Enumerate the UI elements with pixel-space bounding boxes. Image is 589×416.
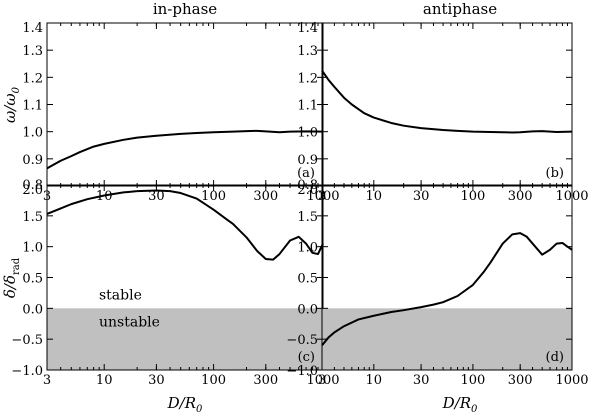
axis-label-text: D/R0 bbox=[167, 394, 203, 415]
x-tick-label: 300 bbox=[253, 189, 278, 204]
x-tick-label: 300 bbox=[508, 189, 533, 204]
y-tick-label: 1.2 bbox=[297, 71, 318, 86]
y-tick-label: −1.0 bbox=[286, 364, 318, 379]
plot-frame bbox=[46, 22, 324, 187]
y-axis-label-delta: δ/δrad bbox=[1, 257, 22, 298]
y-tick-label: 1.5 bbox=[297, 210, 318, 225]
y-tick-label: 2.0 bbox=[22, 183, 43, 198]
x-axis-label-right: D/R0 bbox=[442, 394, 478, 415]
x-tick-label: 30 bbox=[413, 189, 430, 204]
y-tick-label: 0.0 bbox=[22, 302, 43, 317]
y-tick-label: 0.5 bbox=[297, 272, 318, 287]
series-line bbox=[46, 129, 324, 170]
unstable-shaded-region bbox=[47, 308, 323, 370]
y-tick-label: 0.5 bbox=[22, 272, 43, 287]
y-tick-label: 1.0 bbox=[22, 126, 43, 141]
y-tick-label: −0.5 bbox=[11, 333, 43, 348]
x-tick-label: 10 bbox=[366, 373, 383, 388]
panel-c: 3 10 30 100 300 1000−1.0−0.50.00.51.01.52.0(c… bbox=[11, 183, 339, 388]
plot-frame bbox=[321, 22, 573, 187]
y-tick-label: 1.0 bbox=[22, 241, 43, 256]
x-tick-label: 100 bbox=[201, 373, 226, 388]
panel-label: (c) bbox=[298, 350, 315, 365]
series-line bbox=[321, 232, 573, 346]
series-line bbox=[321, 69, 573, 134]
y-tick-label: −0.5 bbox=[286, 333, 318, 348]
y-tick-label: 1.4 bbox=[297, 21, 318, 36]
panel-d: 3 10 30 100 300 1000−1.0−0.50.00.51.01.52.0(d… bbox=[286, 183, 588, 388]
x-tick-label: 30 bbox=[413, 373, 430, 388]
x-tick-label: 30 bbox=[148, 189, 165, 204]
axis-label-text: ω/ω0 bbox=[1, 86, 22, 123]
panel-label: (a) bbox=[297, 166, 315, 181]
y-tick-label: 1.1 bbox=[297, 99, 318, 114]
column-title-in-phase: in-phase bbox=[153, 0, 217, 18]
y-tick-label: 0.8 bbox=[22, 178, 43, 193]
x-tick-label: 10 bbox=[366, 189, 383, 204]
x-tick-label: 1000 bbox=[555, 373, 588, 388]
x-tick-label: 100 bbox=[460, 189, 485, 204]
y-tick-label: 1.3 bbox=[297, 44, 318, 59]
y-axis-label-omega: ω/ω0 bbox=[1, 86, 22, 123]
y-tick-label: −1.0 bbox=[11, 364, 43, 379]
y-tick-label: 1.0 bbox=[297, 241, 318, 256]
unstable-shaded-region bbox=[322, 308, 572, 370]
series-line bbox=[46, 189, 324, 261]
x-tick-label: 3 bbox=[318, 373, 326, 388]
x-axis-label-left: D/R0 bbox=[167, 394, 203, 415]
y-tick-label: 1.5 bbox=[22, 210, 43, 225]
x-tick-label: 3 bbox=[43, 373, 51, 388]
axis-label-text: D/R0 bbox=[442, 394, 478, 415]
y-tick-label: 1.0 bbox=[297, 126, 318, 141]
y-tick-label: 2.0 bbox=[297, 183, 318, 198]
x-tick-label: 300 bbox=[508, 373, 533, 388]
y-tick-label: 1.1 bbox=[22, 99, 43, 114]
panel-label: (d) bbox=[546, 350, 564, 365]
y-tick-label: 0.9 bbox=[297, 153, 318, 168]
x-tick-label: 1000 bbox=[306, 373, 339, 388]
x-tick-label: 30 bbox=[148, 373, 165, 388]
column-title-antiphase: antiphase bbox=[423, 0, 497, 18]
panel-label: (b) bbox=[546, 166, 564, 181]
y-tick-label: 1.2 bbox=[22, 71, 43, 86]
unstable-label: unstable bbox=[99, 314, 160, 330]
x-tick-label: 10 bbox=[96, 373, 113, 388]
x-tick-label: 100 bbox=[460, 373, 485, 388]
y-tick-label: 1.4 bbox=[22, 21, 43, 36]
y-tick-label: 0.0 bbox=[297, 302, 318, 317]
x-tick-label: 100 bbox=[201, 189, 226, 204]
x-tick-label: 300 bbox=[253, 373, 278, 388]
stable-label: stable bbox=[99, 287, 142, 303]
y-tick-label: 1.3 bbox=[22, 44, 43, 59]
axis-label-text: δ/δrad bbox=[1, 257, 22, 298]
y-tick-label: 0.9 bbox=[22, 153, 43, 168]
